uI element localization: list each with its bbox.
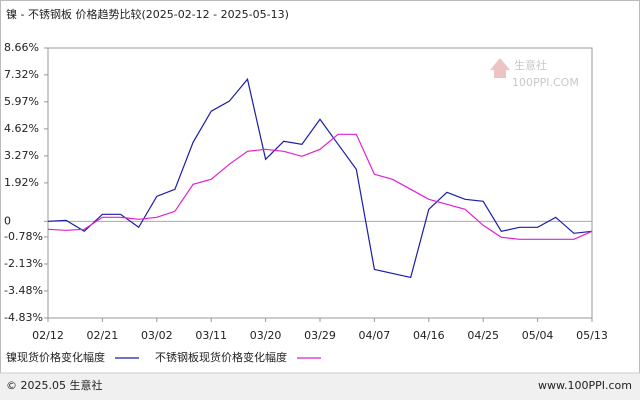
x-tick-label: 05/13 [576, 329, 608, 342]
x-tick-label: 03/02 [141, 329, 173, 342]
y-tick-label: 5.97% [4, 95, 39, 108]
legend-label: 不锈钢板现货价格变化幅度 [155, 350, 287, 364]
y-tick-label: -3.48% [4, 284, 43, 297]
watermark: 生意社 [514, 58, 547, 72]
y-tick-label: -2.13% [4, 257, 43, 270]
x-tick-label: 03/11 [195, 329, 227, 342]
x-tick-label: 04/07 [359, 329, 391, 342]
footer-right: www.100PPI.com [538, 379, 632, 392]
x-tick-label: 02/21 [87, 329, 119, 342]
series-line [47, 133, 593, 240]
x-tick-label: 04/16 [413, 329, 445, 342]
y-tick-label: 4.62% [4, 122, 39, 135]
footer-left: © 2025.05 生意社 [6, 378, 102, 392]
y-tick-label: 3.27% [4, 149, 39, 162]
watermark-icon [490, 58, 510, 78]
x-tick-label: 05/04 [522, 329, 554, 342]
y-tick-label: 7.32% [4, 68, 39, 81]
plot-area [47, 47, 593, 319]
x-tick-label: 02/12 [32, 329, 64, 342]
chart-title: 镍 - 不锈钢板 价格趋势比较(2025-02-12 - 2025-05-13) [6, 7, 289, 21]
watermark-sub: 100PPI.COM [512, 76, 579, 89]
x-tick-label: 04/25 [467, 329, 499, 342]
y-tick-label: 8.66% [4, 41, 39, 54]
y-tick-label: -0.78% [4, 230, 43, 243]
legend-label: 镍现货价格变化幅度 [6, 350, 105, 364]
y-tick-label: 1.92% [4, 176, 39, 189]
y-tick-label: -4.83% [4, 311, 43, 324]
x-tick-label: 03/29 [304, 329, 336, 342]
series-line [47, 77, 593, 279]
y-tick-label: 0 [4, 214, 11, 227]
footer-band [0, 373, 640, 400]
x-tick-label: 03/20 [250, 329, 282, 342]
